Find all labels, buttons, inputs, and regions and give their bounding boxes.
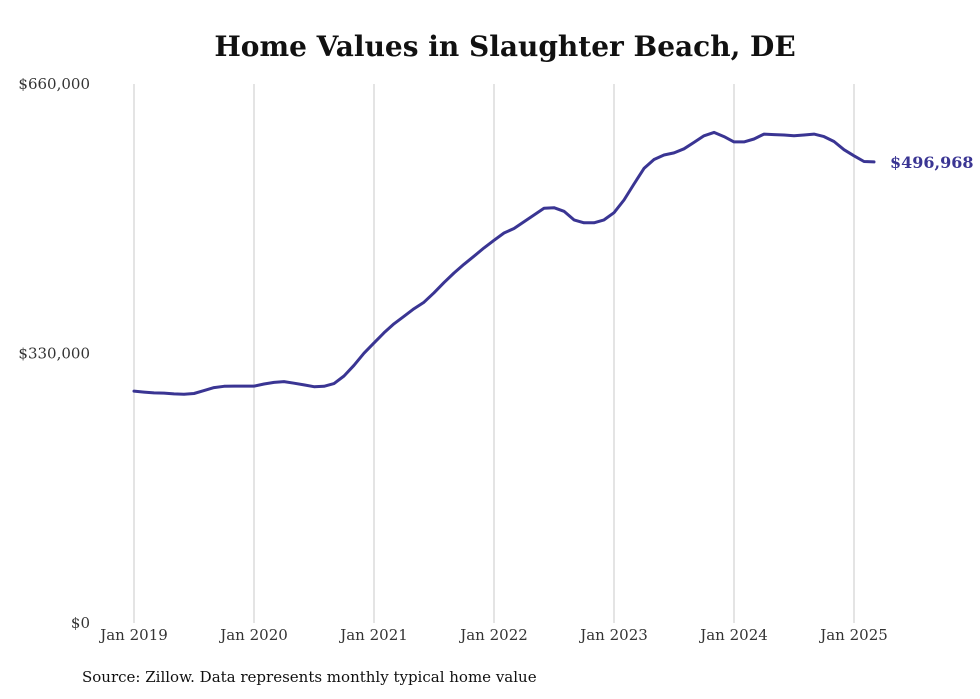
data-point <box>373 342 375 344</box>
data-point <box>833 140 835 143</box>
data-point <box>663 154 665 156</box>
data-point <box>653 158 655 161</box>
x-tick-label: Jan 2024 <box>698 626 768 644</box>
data-point <box>223 385 225 388</box>
data-point <box>163 392 165 394</box>
x-tick-label: Jan 2022 <box>458 626 528 644</box>
data-point <box>753 138 755 140</box>
data-point <box>463 263 465 266</box>
data-point <box>873 161 875 163</box>
data-point <box>413 307 415 310</box>
data-point <box>743 141 745 143</box>
data-point <box>503 232 505 234</box>
data-point <box>333 382 335 385</box>
data-point <box>843 148 845 151</box>
data-point <box>583 222 585 224</box>
end-value-label: $496,968 <box>890 153 974 172</box>
data-point <box>183 393 185 396</box>
data-point <box>793 135 795 137</box>
vertical-gridlines <box>133 84 855 623</box>
data-point <box>683 148 685 150</box>
y-tick-label: $0 <box>71 614 90 632</box>
data-point <box>733 141 735 143</box>
series-layer: $496,968 <box>132 130 974 396</box>
data-point <box>453 272 455 274</box>
y-tick-label: $660,000 <box>18 75 90 93</box>
data-point <box>673 152 675 154</box>
data-point <box>723 135 725 138</box>
data-point <box>783 134 785 136</box>
series-line-1 <box>132 130 876 396</box>
data-point <box>303 384 305 386</box>
data-point <box>703 135 705 137</box>
data-point <box>513 227 515 230</box>
y-tick-label: $330,000 <box>18 345 90 363</box>
data-point <box>473 255 475 257</box>
x-tick-label: Jan 2020 <box>218 626 288 644</box>
data-point <box>283 380 285 383</box>
chart-title: Home Values in Slaughter Beach, DE <box>214 30 796 63</box>
data-point <box>353 364 355 367</box>
data-point <box>393 323 395 325</box>
data-point <box>803 134 805 136</box>
source-note: Source: Zillow. Data represents monthly … <box>82 668 537 686</box>
data-point <box>273 381 275 384</box>
y-axis-tick-labels: $0 $330,000 $660,000 <box>18 75 90 632</box>
data-point <box>773 133 775 136</box>
data-point <box>443 281 445 284</box>
data-point <box>813 133 815 135</box>
data-point <box>433 292 435 294</box>
data-point <box>263 383 265 385</box>
data-point <box>523 220 525 223</box>
data-point <box>603 219 605 221</box>
x-tick-label: Jan 2019 <box>98 626 168 644</box>
data-point <box>233 385 235 387</box>
data-point <box>853 155 855 157</box>
data-point <box>623 199 625 201</box>
x-tick-label: Jan 2021 <box>338 626 408 644</box>
data-point <box>423 301 425 304</box>
data-point <box>543 207 545 209</box>
data-point <box>483 247 485 249</box>
data-point <box>493 239 495 242</box>
data-point <box>213 386 215 389</box>
data-point <box>863 160 865 163</box>
data-point <box>143 391 145 393</box>
data-point <box>193 392 195 395</box>
data-point <box>643 167 645 170</box>
data-point <box>253 385 255 387</box>
data-point <box>323 385 325 388</box>
data-point <box>153 392 155 394</box>
data-point <box>693 141 695 144</box>
data-point <box>293 382 295 385</box>
data-point <box>383 332 385 334</box>
data-point <box>573 219 575 221</box>
data-point <box>173 393 175 395</box>
x-tick-label: Jan 2023 <box>578 626 648 644</box>
data-point <box>613 211 615 214</box>
data-point <box>133 390 135 392</box>
data-point <box>403 315 405 318</box>
data-point <box>763 133 765 135</box>
data-point <box>713 131 715 134</box>
x-tick-label: Jan 2025 <box>818 626 888 644</box>
data-point <box>823 135 825 138</box>
data-point <box>633 183 635 185</box>
data-point <box>593 222 595 224</box>
data-point <box>313 385 315 388</box>
data-point <box>343 375 345 377</box>
data-point <box>563 210 565 213</box>
data-point <box>533 214 535 216</box>
data-point <box>553 206 555 209</box>
data-point <box>363 352 365 355</box>
data-point <box>203 389 205 392</box>
x-axis-tick-labels: Jan 2019 Jan 2020 Jan 2021 Jan 2022 Jan 2023… <box>98 626 888 644</box>
data-point <box>243 385 245 387</box>
